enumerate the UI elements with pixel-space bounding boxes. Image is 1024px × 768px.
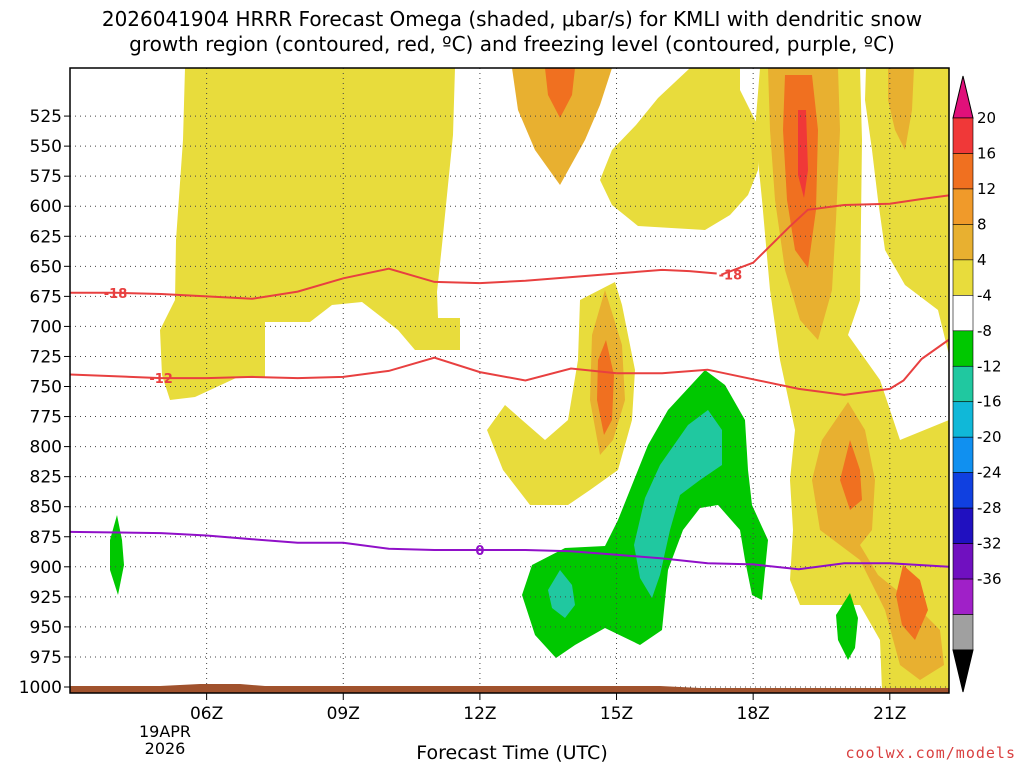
- colorbar-label: -12: [977, 357, 1002, 375]
- y-tick-label: 950: [30, 618, 62, 638]
- x-tick-label: 15Z: [600, 704, 633, 724]
- y-tick-label: 975: [30, 648, 62, 668]
- colorbar-swatch: [952, 578, 974, 615]
- colorbar-swatch: [952, 117, 974, 154]
- omega-region-12-16-southeast: [896, 565, 928, 640]
- y-tick-label: 750: [30, 378, 62, 398]
- colorbar: 20 16 12 8 4 -4 -8 -12 -16 -20 -24 -28 -32 -36: [952, 75, 1002, 693]
- contour-freezing-level: [70, 530, 949, 571]
- colorbar-swatch: [952, 507, 974, 544]
- y-tick-label: 625: [30, 227, 62, 247]
- chart-title-line-1: 2026041904 HRRR Forecast Omega (shaded, …: [101, 7, 923, 31]
- colorbar-label: -16: [977, 393, 1002, 411]
- y-tick-label: 825: [30, 468, 62, 488]
- y-tick-label: 650: [30, 257, 62, 277]
- omega-region-12-16-lower: [840, 440, 862, 510]
- x-axis-label: Forecast Time (UTC): [416, 742, 608, 764]
- omega-region-12-16-north: [545, 68, 575, 118]
- colorbar-label: 4: [977, 251, 987, 269]
- contour-dendritic-minus18: [70, 267, 717, 300]
- omega-region-descent-strong: [634, 410, 722, 598]
- x-axis-date-year: 2026: [144, 739, 186, 758]
- contour-lines: [70, 194, 949, 571]
- y-tick-label: 675: [30, 287, 62, 307]
- y-tick-label: 850: [30, 498, 62, 518]
- y-tick-label: 1000: [19, 678, 62, 698]
- colorbar-swatch: [952, 188, 974, 225]
- colorbar-swatch: [952, 365, 974, 403]
- colorbar-min-arrow: [952, 649, 974, 693]
- colorbar-label: 16: [977, 144, 996, 162]
- colorbar-swatch: [952, 436, 974, 473]
- y-tick-label: 900: [30, 558, 62, 578]
- contour-labels: -18 -18 -12 0: [104, 269, 743, 559]
- y-tick-label: 875: [30, 528, 62, 548]
- y-tick-label: 775: [30, 408, 62, 428]
- contour-label-dendritic-minus18: -18: [104, 287, 128, 302]
- omega-region-west: [160, 68, 460, 400]
- y-tick-label: 550: [30, 137, 62, 157]
- grid-lines: [70, 68, 949, 693]
- omega-region-8-12-north: [512, 68, 612, 185]
- colorbar-label: -32: [977, 535, 1002, 553]
- colorbar-label: 12: [977, 180, 996, 198]
- colorbar-label: -36: [977, 570, 1002, 588]
- x-axis: 06Z 09Z 12Z 15Z 18Z 21Z: [190, 693, 906, 724]
- plot-frame: [69, 67, 950, 694]
- colorbar-swatch: [952, 330, 974, 367]
- surface-terrain: [70, 684, 949, 693]
- contour-dendritic-minus12: [70, 338, 949, 396]
- omega-region-descent-south: [836, 593, 858, 660]
- colorbar-swatch: [952, 401, 974, 438]
- omega-region-12-16-center: [597, 340, 614, 435]
- colorbar-swatch: [952, 153, 974, 190]
- colorbar-label: -24: [977, 464, 1002, 482]
- omega-region-descent-west: [110, 515, 124, 595]
- colorbar-swatch: [952, 259, 974, 296]
- omega-shading: [110, 68, 949, 690]
- colorbar-label: 8: [977, 215, 987, 233]
- colorbar-label: -20: [977, 428, 1002, 446]
- omega-region-north-central: [490, 68, 760, 230]
- credit-link[interactable]: coolwx.com/models: [845, 744, 1016, 762]
- colorbar-swatch: [952, 295, 974, 332]
- x-tick-label: 18Z: [737, 704, 770, 724]
- x-tick-label: 12Z: [463, 704, 496, 724]
- colorbar-swatch: [952, 224, 974, 261]
- omega-region-descent-strong-west: [548, 570, 575, 618]
- colorbar-swatch: [952, 472, 974, 509]
- y-tick-label: 925: [30, 588, 62, 608]
- y-tick-label: 600: [30, 197, 62, 217]
- colorbar-swatch: [952, 614, 974, 651]
- colorbar-label: -8: [977, 322, 992, 340]
- x-tick-label: 21Z: [873, 704, 906, 724]
- contour-label-dendritic-minus18-east: -18: [719, 269, 743, 284]
- y-tick-label: 700: [30, 317, 62, 337]
- x-axis-date-month: 19APR: [138, 722, 192, 741]
- colorbar-label: -4: [977, 286, 992, 304]
- x-tick-label: 09Z: [327, 704, 360, 724]
- y-tick-label: 575: [30, 167, 62, 187]
- colorbar-max-arrow: [952, 75, 974, 119]
- colorbar-label: 20: [977, 109, 996, 127]
- contour-label-freezing-level: 0: [475, 544, 484, 559]
- y-tick-label: 725: [30, 347, 62, 367]
- y-tick-label: 800: [30, 438, 62, 458]
- y-tick-label: 525: [30, 107, 62, 127]
- omega-region-8-12-far-east: [888, 68, 914, 150]
- contour-dendritic-minus18-east: [720, 194, 949, 276]
- chart-title-line-2: growth region (contoured, red, ºC) and f…: [129, 32, 895, 56]
- colorbar-swatch: [952, 543, 974, 580]
- contour-label-dendritic-minus12: -12: [149, 372, 173, 387]
- x-tick-label: 06Z: [190, 704, 223, 724]
- y-axis: 525 550 575 600 625 650 675 700 725 750 775 800 825 8…: [19, 107, 70, 698]
- colorbar-label: -28: [977, 499, 1002, 517]
